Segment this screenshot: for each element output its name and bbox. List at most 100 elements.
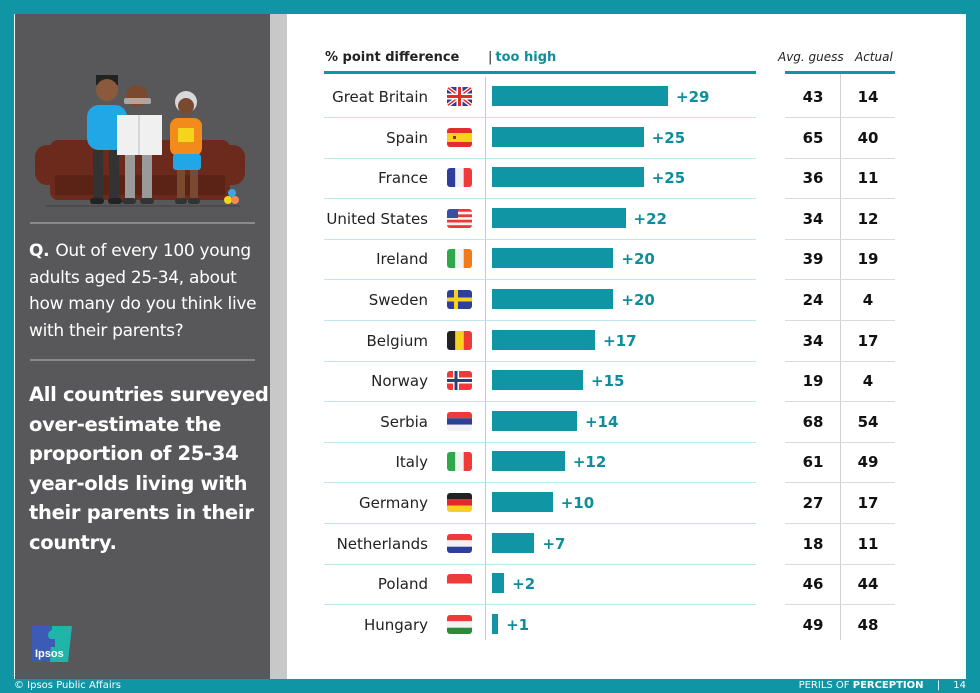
flag-rs-icon xyxy=(447,411,472,431)
country-label: Netherlands xyxy=(336,534,428,553)
row-divider xyxy=(324,279,756,281)
flag-de-icon xyxy=(447,493,472,512)
chart-row: Netherlands +7 18 11 xyxy=(0,524,980,565)
chart-row: Serbia +14 68 54 xyxy=(0,402,980,443)
country-label: Norway xyxy=(371,372,428,391)
row-divider xyxy=(324,360,756,362)
flag-be-icon xyxy=(447,330,472,350)
actual-cell: 11 xyxy=(857,169,879,188)
legend-label: too high xyxy=(495,50,557,65)
flag-it-icon xyxy=(447,452,472,472)
bar-value-label: +12 xyxy=(572,453,607,472)
flag-gb-icon xyxy=(447,87,472,106)
chart-row: Ireland +20 39 19 xyxy=(0,239,980,281)
table-row-divider xyxy=(785,401,895,403)
avg-guess-cell: 68 xyxy=(802,412,824,431)
bar-axis xyxy=(485,77,486,640)
header-rule-table xyxy=(785,71,895,74)
actual-cell: 17 xyxy=(857,494,879,512)
avg-guess-cell: 36 xyxy=(802,169,824,188)
header-avg-guess: Avg. guess xyxy=(778,50,844,64)
bar xyxy=(492,248,614,269)
flag-ie-icon xyxy=(447,249,472,269)
actual-cell: 17 xyxy=(857,331,879,350)
table-row-divider xyxy=(785,279,895,281)
bar-value-label: +25 xyxy=(651,169,686,188)
table-row-divider xyxy=(785,117,895,118)
question-prefix: Q. xyxy=(29,241,50,261)
table-row-divider xyxy=(785,157,895,159)
bar xyxy=(492,289,614,309)
actual-cell: 4 xyxy=(862,291,874,309)
country-label: Ireland xyxy=(376,250,428,269)
table-row-divider xyxy=(785,563,895,565)
actual-cell: 48 xyxy=(857,615,879,634)
header-rule xyxy=(324,71,756,74)
actual-cell: 4 xyxy=(862,372,874,391)
chart-row: Sweden +20 24 4 xyxy=(0,280,980,321)
row-divider xyxy=(324,441,756,443)
chart-row: United States +22 34 12 xyxy=(0,199,980,240)
flag-es-icon xyxy=(447,127,472,147)
series-bold: PERCEPTION xyxy=(852,680,924,691)
flag-no-icon xyxy=(447,371,472,391)
bar xyxy=(492,126,644,147)
avg-guess-cell: 24 xyxy=(802,291,824,309)
country-label: Belgium xyxy=(366,331,429,350)
bar-value-label: +2 xyxy=(512,575,536,594)
bar xyxy=(492,573,505,594)
flag-fr-icon xyxy=(447,168,472,188)
bar xyxy=(492,532,535,553)
row-divider xyxy=(324,563,756,565)
series-prefix: PERILS OF xyxy=(798,680,850,691)
table-row-divider xyxy=(785,198,895,200)
flag-us-icon xyxy=(447,208,472,228)
country-label: Spain xyxy=(386,128,428,147)
table-divider xyxy=(840,74,841,640)
chart-row: Germany +10 27 17 xyxy=(0,483,980,524)
grandmother-figure xyxy=(170,91,202,204)
avg-guess-cell: 34 xyxy=(802,209,824,228)
row-divider xyxy=(324,157,756,159)
flag-hu-icon xyxy=(447,614,472,634)
country-label: United States xyxy=(326,209,428,228)
chart-row: Great Britain +29 43 14 xyxy=(0,77,980,118)
actual-cell: 54 xyxy=(857,412,879,431)
table-row-divider xyxy=(785,604,895,606)
row-divider xyxy=(324,604,756,606)
bar-value-label: +20 xyxy=(621,291,655,309)
legend-separator: | xyxy=(488,50,493,65)
bar xyxy=(492,410,577,431)
ipsos-logo: Ipsos xyxy=(32,626,72,662)
bar-value-label: +15 xyxy=(591,372,625,391)
chart-row: Hungary +1 49 48 xyxy=(0,605,980,646)
logo-text: Ipsos xyxy=(35,648,64,660)
bar xyxy=(492,167,644,188)
actual-cell: 49 xyxy=(857,453,879,472)
country-label: Hungary xyxy=(363,615,428,634)
footer-separator: | xyxy=(936,680,941,691)
grandfather-figure xyxy=(117,85,162,204)
avg-guess-cell: 43 xyxy=(802,88,824,106)
avg-guess-cell: 19 xyxy=(802,372,824,391)
bar-value-label: +1 xyxy=(506,615,530,634)
chart-row: France +25 36 11 xyxy=(0,158,980,200)
avg-guess-cell: 27 xyxy=(802,494,824,512)
bar-value-label: +29 xyxy=(676,88,710,106)
legend-too-high: | too high xyxy=(488,50,556,65)
row-divider xyxy=(324,482,756,484)
country-label: Poland xyxy=(377,575,428,594)
row-divider xyxy=(324,401,756,403)
copyright-text: © Ipsos Public Affairs xyxy=(14,680,121,691)
row-divider xyxy=(324,198,756,200)
chart-row: Poland +2 46 44 xyxy=(0,564,980,606)
row-divider xyxy=(324,320,756,321)
country-label: Germany xyxy=(359,494,428,512)
divider xyxy=(30,222,255,224)
chart-row: Norway +15 19 4 xyxy=(0,361,980,403)
bar xyxy=(492,329,596,350)
headline: All countries surveyed over-estimate the… xyxy=(29,383,269,554)
bar xyxy=(492,451,565,472)
footer-series: PERILS OF PERCEPTION | 14 xyxy=(799,680,966,691)
avg-guess-cell: 39 xyxy=(802,250,824,269)
